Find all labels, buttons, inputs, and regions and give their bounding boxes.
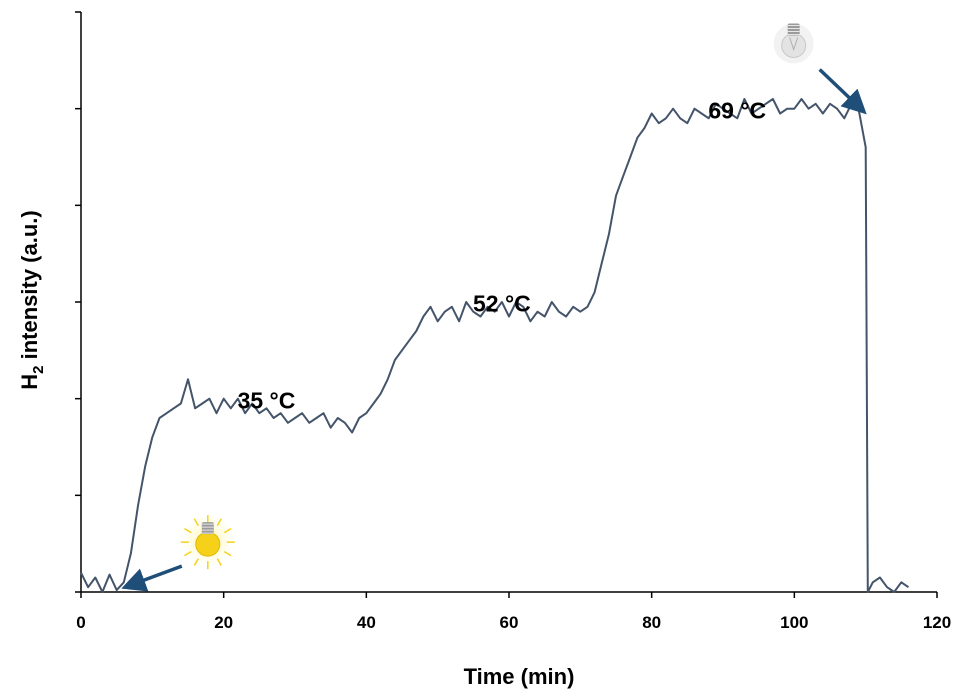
x-tick-label: 40 bbox=[357, 613, 376, 632]
x-tick-label: 60 bbox=[500, 613, 519, 632]
lightbulb-on-icon bbox=[180, 514, 235, 570]
temperature-label: 35 °C bbox=[238, 387, 296, 413]
bulb-filament bbox=[789, 37, 799, 52]
y-axis-ticks bbox=[75, 11, 81, 593]
bulb-ray bbox=[184, 550, 192, 557]
arrow-off bbox=[818, 68, 867, 115]
y-axis-title: H2 intensity (a.u.) bbox=[17, 210, 47, 389]
bulb-base bbox=[201, 522, 214, 535]
bulb-base bbox=[787, 23, 800, 36]
temperature-label: 52 °C bbox=[473, 291, 531, 317]
x-tick-label: 20 bbox=[214, 613, 233, 632]
y-axis-title-subscript: 2 bbox=[30, 366, 47, 374]
x-tick-label: 0 bbox=[76, 613, 85, 632]
arrow-on bbox=[121, 564, 183, 592]
bulb-glass bbox=[781, 33, 807, 58]
x-axis-ticks bbox=[80, 592, 938, 598]
bulb-ray bbox=[193, 558, 199, 566]
bulb-ray bbox=[216, 518, 222, 527]
bulb-ray bbox=[193, 518, 199, 527]
bulb-ray bbox=[184, 527, 192, 534]
x-axis-tick-labels: 0 20 40 60 80 100 120 bbox=[76, 613, 951, 632]
temperature-label: 69 °C bbox=[708, 97, 766, 123]
bulb-glass bbox=[195, 531, 221, 557]
lightbulb-off-icon bbox=[773, 23, 814, 64]
bulb-ray bbox=[223, 550, 232, 557]
x-tick-label: 120 bbox=[923, 613, 951, 632]
x-tick-label: 100 bbox=[780, 613, 808, 632]
series-line bbox=[80, 98, 910, 593]
x-tick-label: 80 bbox=[642, 613, 661, 632]
y-axis-title-rest: intensity (a.u.) bbox=[17, 210, 42, 365]
bulb-ray bbox=[216, 558, 222, 566]
bulb-ray bbox=[223, 527, 232, 534]
light-events bbox=[121, 23, 867, 592]
x-axis-title: Time (min) bbox=[464, 664, 575, 689]
y-axis-title-main: H bbox=[17, 374, 42, 390]
temperature-annotations: 35 °C 52 °C 69 °C bbox=[238, 97, 767, 413]
